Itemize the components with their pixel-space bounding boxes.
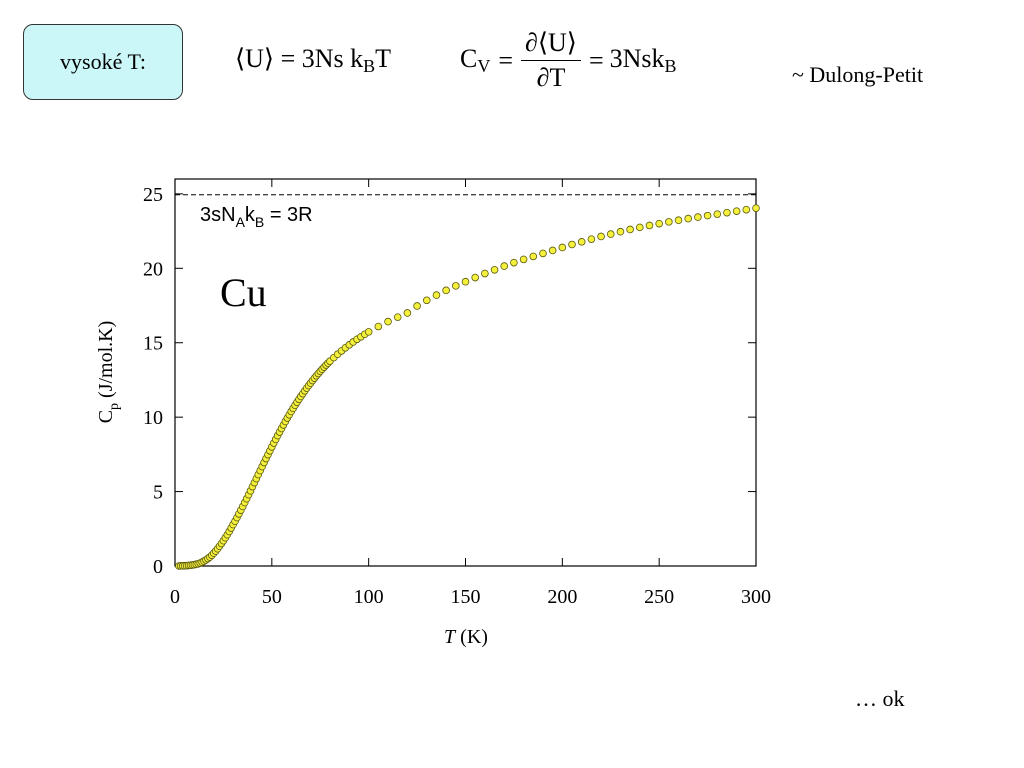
x-tick-label: 100: [354, 586, 384, 608]
data-point: [548, 246, 557, 255]
heat-capacity-equation: CV = ∂⟨U⟩ ∂T = 3NskB: [460, 28, 677, 93]
data-point: [597, 232, 605, 241]
data-point: [374, 322, 383, 331]
data-point: [665, 218, 673, 226]
y-axis-title: Cp (J/mol.K): [95, 321, 122, 424]
x-tick-label: 0: [170, 586, 180, 608]
eq2-rhs: 3NskB: [610, 44, 677, 77]
data-point: [635, 223, 644, 232]
data-point: [539, 249, 547, 258]
data-point: [723, 208, 731, 217]
ref-label-mid: k: [245, 204, 256, 226]
data-point: [442, 286, 450, 295]
eq1-rhs-tail: T: [375, 44, 392, 73]
eq2-numerator: ∂⟨U⟩: [521, 28, 581, 61]
eq1-equals: =: [280, 44, 296, 73]
data-point: [587, 235, 596, 243]
data-point: [655, 219, 663, 228]
y-axis-sub: p: [107, 403, 122, 410]
reference-line-label: 3sNAkB = 3R: [200, 204, 313, 230]
data-point: [645, 221, 654, 230]
data-point: [500, 262, 509, 270]
eq2-equals-2: =: [588, 45, 604, 75]
eq2-lhs-sub: V: [477, 56, 491, 76]
data-point: [616, 227, 625, 236]
plot-frame: [174, 178, 757, 567]
eq1-rhs-sub: B: [363, 56, 376, 76]
x-tick-label: 250: [644, 586, 674, 608]
eq1-rhs-main: 3Ns k: [301, 44, 364, 73]
data-point: [713, 210, 722, 218]
eq1-lhs: ⟨U⟩: [235, 44, 275, 73]
data-point: [393, 313, 402, 321]
data-point: [490, 265, 499, 274]
y-axis-var: C: [95, 410, 117, 423]
eq2-lhs-main: C: [460, 44, 478, 73]
data-point: [684, 214, 693, 223]
data-points: [175, 204, 760, 570]
y-tick-label: 5: [153, 482, 163, 504]
data-point: [703, 211, 712, 220]
ref-label-sub-a: A: [236, 214, 246, 230]
x-axis-title: T (K): [444, 626, 488, 648]
internal-energy-equation: ⟨U⟩ = 3Ns kBT: [235, 44, 391, 77]
data-point: [403, 309, 412, 317]
ref-label-main: 3sN: [200, 204, 236, 226]
data-point: [529, 252, 538, 261]
y-tick-label: 15: [143, 333, 163, 355]
high-temperature-label: vysoké T:: [60, 49, 146, 74]
x-axis-var: T: [444, 626, 457, 648]
data-point: [752, 204, 760, 212]
y-tick-label: 20: [143, 258, 163, 280]
data-point: [558, 243, 567, 252]
x-tick-label: 200: [547, 586, 577, 608]
ok-note: … ok: [855, 686, 905, 711]
data-point: [519, 255, 528, 264]
high-temperature-label-box: vysoké T:: [23, 24, 183, 100]
data-point: [461, 277, 470, 286]
material-annotation: Cu: [220, 270, 267, 315]
y-axis-unit: (J/mol.K): [95, 321, 117, 403]
eq2-equals-1: =: [498, 45, 514, 75]
data-point: [732, 207, 741, 215]
y-tick-label: 0: [153, 556, 163, 578]
data-point: [364, 328, 373, 336]
data-point: [568, 240, 576, 249]
x-tick-label: 50: [262, 586, 282, 608]
data-point: [674, 216, 683, 225]
x-axis-unit: (K): [455, 626, 488, 648]
eq2-lhs: CV: [460, 44, 490, 77]
axis-ticks: 0 50 100 150 200 250 300 0 5 10 15 20 25: [143, 179, 771, 608]
data-point: [452, 282, 460, 290]
data-point: [606, 230, 615, 238]
eq2-denominator: ∂T: [536, 63, 566, 92]
dulong-petit-note: ~ Dulong-Petit: [792, 62, 924, 87]
data-point: [577, 238, 586, 246]
data-point: [694, 213, 702, 221]
data-point: [471, 273, 479, 282]
data-point: [384, 317, 392, 326]
data-point: [481, 269, 489, 278]
y-tick-label: 10: [143, 407, 163, 429]
data-point: [510, 258, 518, 267]
data-point: [742, 205, 751, 214]
ref-label-tail: = 3R: [264, 204, 312, 226]
data-point: [413, 302, 421, 310]
x-tick-label: 300: [741, 586, 771, 608]
x-tick-label: 150: [451, 586, 481, 608]
eq2-rhs-main: 3Nsk: [609, 44, 665, 73]
eq2-fraction: ∂⟨U⟩ ∂T: [521, 28, 581, 93]
y-tick-label: 25: [143, 184, 163, 206]
ref-label-sub-b: B: [255, 214, 264, 230]
eq2-rhs-sub: B: [664, 56, 677, 76]
data-point: [626, 225, 634, 234]
data-point: [432, 291, 441, 299]
data-point: [422, 296, 431, 305]
